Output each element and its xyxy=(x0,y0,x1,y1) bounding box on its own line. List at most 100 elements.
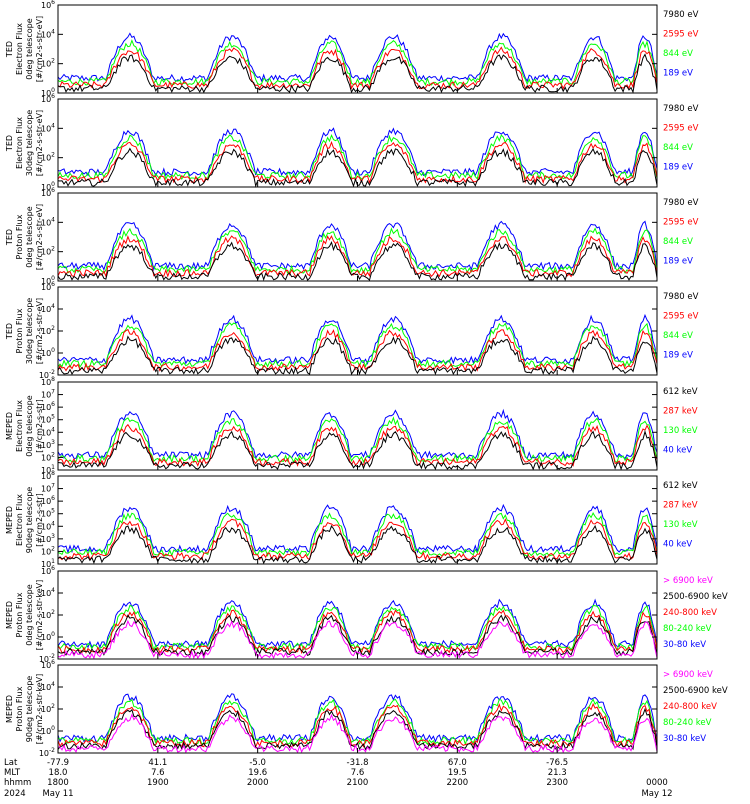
legend-entry: 80-240 keV xyxy=(663,718,712,728)
y-tick-label: 102 xyxy=(41,703,55,714)
series-line-3-2 xyxy=(57,234,658,279)
series-line-8-5 xyxy=(57,693,658,743)
y-axis-label: [#/cm2-s-str-keV] xyxy=(35,674,44,745)
y-tick-label: 102 xyxy=(41,58,55,69)
y-axis-label: [#/cm2-s-str-keV] xyxy=(35,580,44,651)
y-tick-label: 106 xyxy=(41,565,55,576)
x-tick-label: 19.6 xyxy=(248,768,267,778)
panel-4: 10-2 100 102 104 106 TED Proton Flux 30deg tele… xyxy=(5,281,699,380)
y-tick-label: 103 xyxy=(41,439,55,450)
y-axis-label: 30deg telescope xyxy=(25,298,34,365)
y-axis-label: [#/cm2-s-str] xyxy=(35,493,44,546)
legend-entry: 80-240 keV xyxy=(663,624,712,634)
legend-entry: 2500-6900 keV xyxy=(663,592,728,602)
y-axis-label: 0deg telescope xyxy=(25,395,34,456)
legend-entry: 189 eV xyxy=(663,163,693,173)
x-tick-label: 2300 xyxy=(546,778,568,788)
legend-entry: > 6900 keV xyxy=(663,576,713,586)
y-tick-label: 100 xyxy=(41,181,55,192)
series-line-6-2 xyxy=(57,518,658,561)
y-axis-label: [#/cm2-s-str-eV] xyxy=(35,204,44,270)
series-line-4-3 xyxy=(57,322,658,369)
y-axis-label: TED xyxy=(5,229,14,246)
x-tick-label: 7.6 xyxy=(351,768,365,778)
series-line-5-4 xyxy=(57,408,658,460)
series-line-4-1 xyxy=(57,335,658,376)
x-tick-label: 67.0 xyxy=(448,758,467,768)
series-line-7-3 xyxy=(57,609,658,655)
y-tick-label: 100 xyxy=(41,347,55,358)
legend-entry: 2595 eV xyxy=(663,218,699,228)
y-tick-label: 102 xyxy=(41,325,55,336)
legend-entry: 844 eV xyxy=(663,143,693,153)
y-axis-label: 90deg telescope xyxy=(25,676,34,743)
x-tick-label: -77.9 xyxy=(47,758,69,768)
y-axis-label: Electron Flux xyxy=(15,117,24,169)
y-tick-label: 108 xyxy=(41,376,55,387)
y-tick-label: 104 xyxy=(41,426,55,437)
y-tick-label: 102 xyxy=(41,609,55,620)
y-axis-label: MEPED xyxy=(5,412,14,440)
y-tick-label: 101 xyxy=(41,558,55,569)
x-tick-label: 1800 xyxy=(47,778,69,788)
legend-entry: 612 keV xyxy=(663,387,698,397)
legend-entry: 30-80 keV xyxy=(663,640,706,650)
series-line-5-2 xyxy=(57,423,658,467)
y-axis-label: TED xyxy=(5,323,14,340)
y-axis-label: Electron Flux xyxy=(15,23,24,75)
y-axis-label: 30deg telescope xyxy=(25,110,34,177)
y-tick-label: 102 xyxy=(41,451,55,462)
y-axis-label: TED xyxy=(5,41,14,58)
x-tick-label: 19.5 xyxy=(448,768,467,778)
y-tick-label: 104 xyxy=(41,122,55,133)
x-tick-label: -76.5 xyxy=(546,758,568,768)
y-axis-label: Proton Flux xyxy=(15,592,24,637)
legend-entry: 7980 eV xyxy=(663,292,699,302)
y-tick-label: 105 xyxy=(41,508,55,519)
series-line-3-3 xyxy=(57,227,658,275)
y-tick-label: 106 xyxy=(41,659,55,670)
y-tick-label: 104 xyxy=(41,303,55,314)
y-tick-label: 10-2 xyxy=(39,369,55,380)
x-tick-label: 2200 xyxy=(447,778,469,788)
y-tick-label: 107 xyxy=(41,389,55,400)
y-tick-label: 106 xyxy=(41,187,55,198)
y-axis-label: 0deg telescope xyxy=(25,584,34,645)
series-line-8-4 xyxy=(57,698,658,746)
y-axis-label: MEPED xyxy=(5,601,14,629)
x-tick-label: -5.0 xyxy=(249,758,266,768)
legend-entry: 189 eV xyxy=(663,351,693,361)
legend-entry: 844 eV xyxy=(663,237,693,247)
series-line-7-1 xyxy=(57,619,658,660)
y-axis-label: 0deg telescope xyxy=(25,206,34,267)
series-line-6-4 xyxy=(57,503,658,555)
legend-entry: 240-800 keV xyxy=(663,702,717,712)
x-tick-label: 1900 xyxy=(147,778,169,788)
legend-entry: 40 keV xyxy=(663,446,692,456)
y-tick-label: 10-2 xyxy=(39,747,55,758)
panel-2: 100 102 104 106 TED Electron Flux 30deg telesc… xyxy=(5,93,699,192)
y-axis-label: Proton Flux xyxy=(15,214,24,259)
x-tick-label: -31.8 xyxy=(347,758,369,768)
x-row-label: Lat xyxy=(4,758,18,768)
panel-7: 10-2 100 102 104 106 MEPED Proton Flux 0deg tel… xyxy=(5,565,728,664)
legend-entry: 130 keV xyxy=(663,426,698,436)
x-tick-label: 21.3 xyxy=(548,768,567,778)
y-tick-label: 104 xyxy=(41,520,55,531)
y-axis-label: [#/cm2-s-str-eV] xyxy=(35,16,44,82)
legend-entry: 7980 eV xyxy=(663,198,699,208)
x-tick-label: 2100 xyxy=(347,778,369,788)
y-tick-label: 106 xyxy=(41,401,55,412)
y-tick-label: 104 xyxy=(41,216,55,227)
panel-frame xyxy=(57,475,658,565)
series-line-1-2 xyxy=(57,46,658,90)
x-tick-label: 2000 xyxy=(247,778,269,788)
x-tick-label: 18.0 xyxy=(49,768,68,778)
legend-entry: 2595 eV xyxy=(663,312,699,322)
y-tick-label: 10-2 xyxy=(39,653,55,664)
legend-entry: 287 keV xyxy=(663,407,698,417)
x-tick-label: May 11 xyxy=(42,789,73,799)
